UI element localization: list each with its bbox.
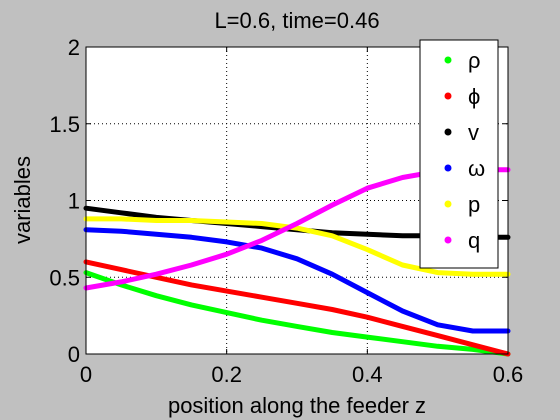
chart-title: L=0.6, time=0.46 (214, 8, 379, 33)
y-tick-label: 0.5 (49, 265, 80, 290)
y-tick-label: 0 (68, 342, 80, 367)
series-line-4 (83, 227, 511, 334)
x-axis-label: position along the feeder z (168, 393, 426, 418)
series-line-5 (83, 216, 511, 277)
x-tick-label: 0.6 (493, 362, 524, 387)
legend-marker (444, 128, 452, 136)
legend-label: ϕ (468, 84, 480, 109)
y-tick-label: 2 (68, 35, 80, 60)
x-tick-label: 0.2 (211, 362, 242, 387)
legend-marker (444, 236, 452, 244)
y-tick-label: 1.5 (49, 112, 80, 137)
legend-label: v (468, 120, 479, 145)
legend-label: q (468, 228, 480, 253)
series-line-1 (83, 270, 511, 357)
legend-marker (444, 92, 452, 100)
legend-marker (444, 164, 452, 172)
legend-label: ρ (468, 48, 481, 73)
axis-ticks: 0 0.2 0.4 0.6 0 0.5 1 1.5 2 (49, 35, 523, 387)
x-tick-label: 0 (80, 362, 92, 387)
y-tick-label: 1 (68, 189, 80, 214)
series-line-2 (83, 259, 511, 357)
y-axis-label: variables (10, 156, 35, 244)
legend-marker (444, 56, 452, 64)
legend-marker (444, 200, 452, 208)
x-tick-label: 0.4 (352, 362, 383, 387)
legend-box (419, 39, 499, 269)
legend-label: ω (468, 156, 485, 181)
legend-label: p (468, 192, 480, 217)
